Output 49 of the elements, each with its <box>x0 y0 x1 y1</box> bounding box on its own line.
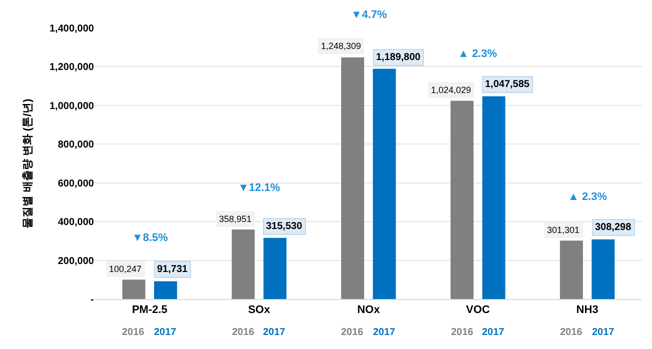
text: 2017 <box>373 327 396 338</box>
y-tick-label: - <box>90 294 94 306</box>
text: 2017 <box>263 327 286 338</box>
y-tick-label: 400,000 <box>58 217 94 228</box>
text: 2017 <box>592 327 614 338</box>
y-tick-label: 1,400,000 <box>50 24 94 34</box>
text: ▼4.7% <box>351 9 388 21</box>
text: 2016 <box>451 327 474 338</box>
annotation: ▲ 2.3% <box>568 191 608 203</box>
data-label: 100,247 <box>109 264 142 274</box>
data-label: 91,731 <box>157 264 188 275</box>
y-axis-title: 물질별 배출량 변화 (톤/년) <box>22 98 34 228</box>
text: 2017 <box>482 327 504 338</box>
y-tick-label: 1,000,000 <box>50 100 94 112</box>
bar <box>122 280 146 299</box>
annotation: ▼12.1% <box>238 182 280 194</box>
text: 2016 <box>341 327 364 338</box>
bar <box>372 68 396 299</box>
x-tick-label: SOx <box>248 304 271 316</box>
data-label: 1,047,585 <box>485 79 530 90</box>
annotation: ▲ 2.3% <box>458 48 498 60</box>
text: 2016 <box>232 327 254 338</box>
data-label: 1,024,029 <box>431 85 472 95</box>
bar <box>592 239 615 299</box>
bar <box>232 230 255 299</box>
text: 2016 <box>560 327 582 338</box>
x-tick-label: PM-2.5 <box>132 304 168 316</box>
data-label: 1,248,309 <box>321 41 362 51</box>
bar <box>341 57 364 299</box>
bar <box>482 96 506 299</box>
data-label: 315,530 <box>266 221 303 232</box>
x-tick-label: NH3 <box>576 304 598 316</box>
data-label: 1,189,800 <box>376 52 421 63</box>
x-tick-label: VOC <box>466 304 490 316</box>
data-label: 301,301 <box>547 225 580 235</box>
data-label: 308,298 <box>595 222 632 233</box>
bar <box>450 100 474 299</box>
y-tick-label: 600,000 <box>58 178 94 190</box>
annotation: ▼8.5% <box>132 232 168 244</box>
data-label: 358,951 <box>219 214 252 224</box>
y-tick-label: 1,200,000 <box>50 62 94 74</box>
bar <box>154 281 178 299</box>
bar <box>560 240 583 299</box>
y-tick-label: 200,000 <box>58 256 94 267</box>
text: 2016 <box>122 327 145 338</box>
bar <box>263 238 286 299</box>
x-tick-label: NOx <box>357 304 381 316</box>
y-tick-label: 800,000 <box>58 140 94 151</box>
text: 2017 <box>154 327 177 338</box>
